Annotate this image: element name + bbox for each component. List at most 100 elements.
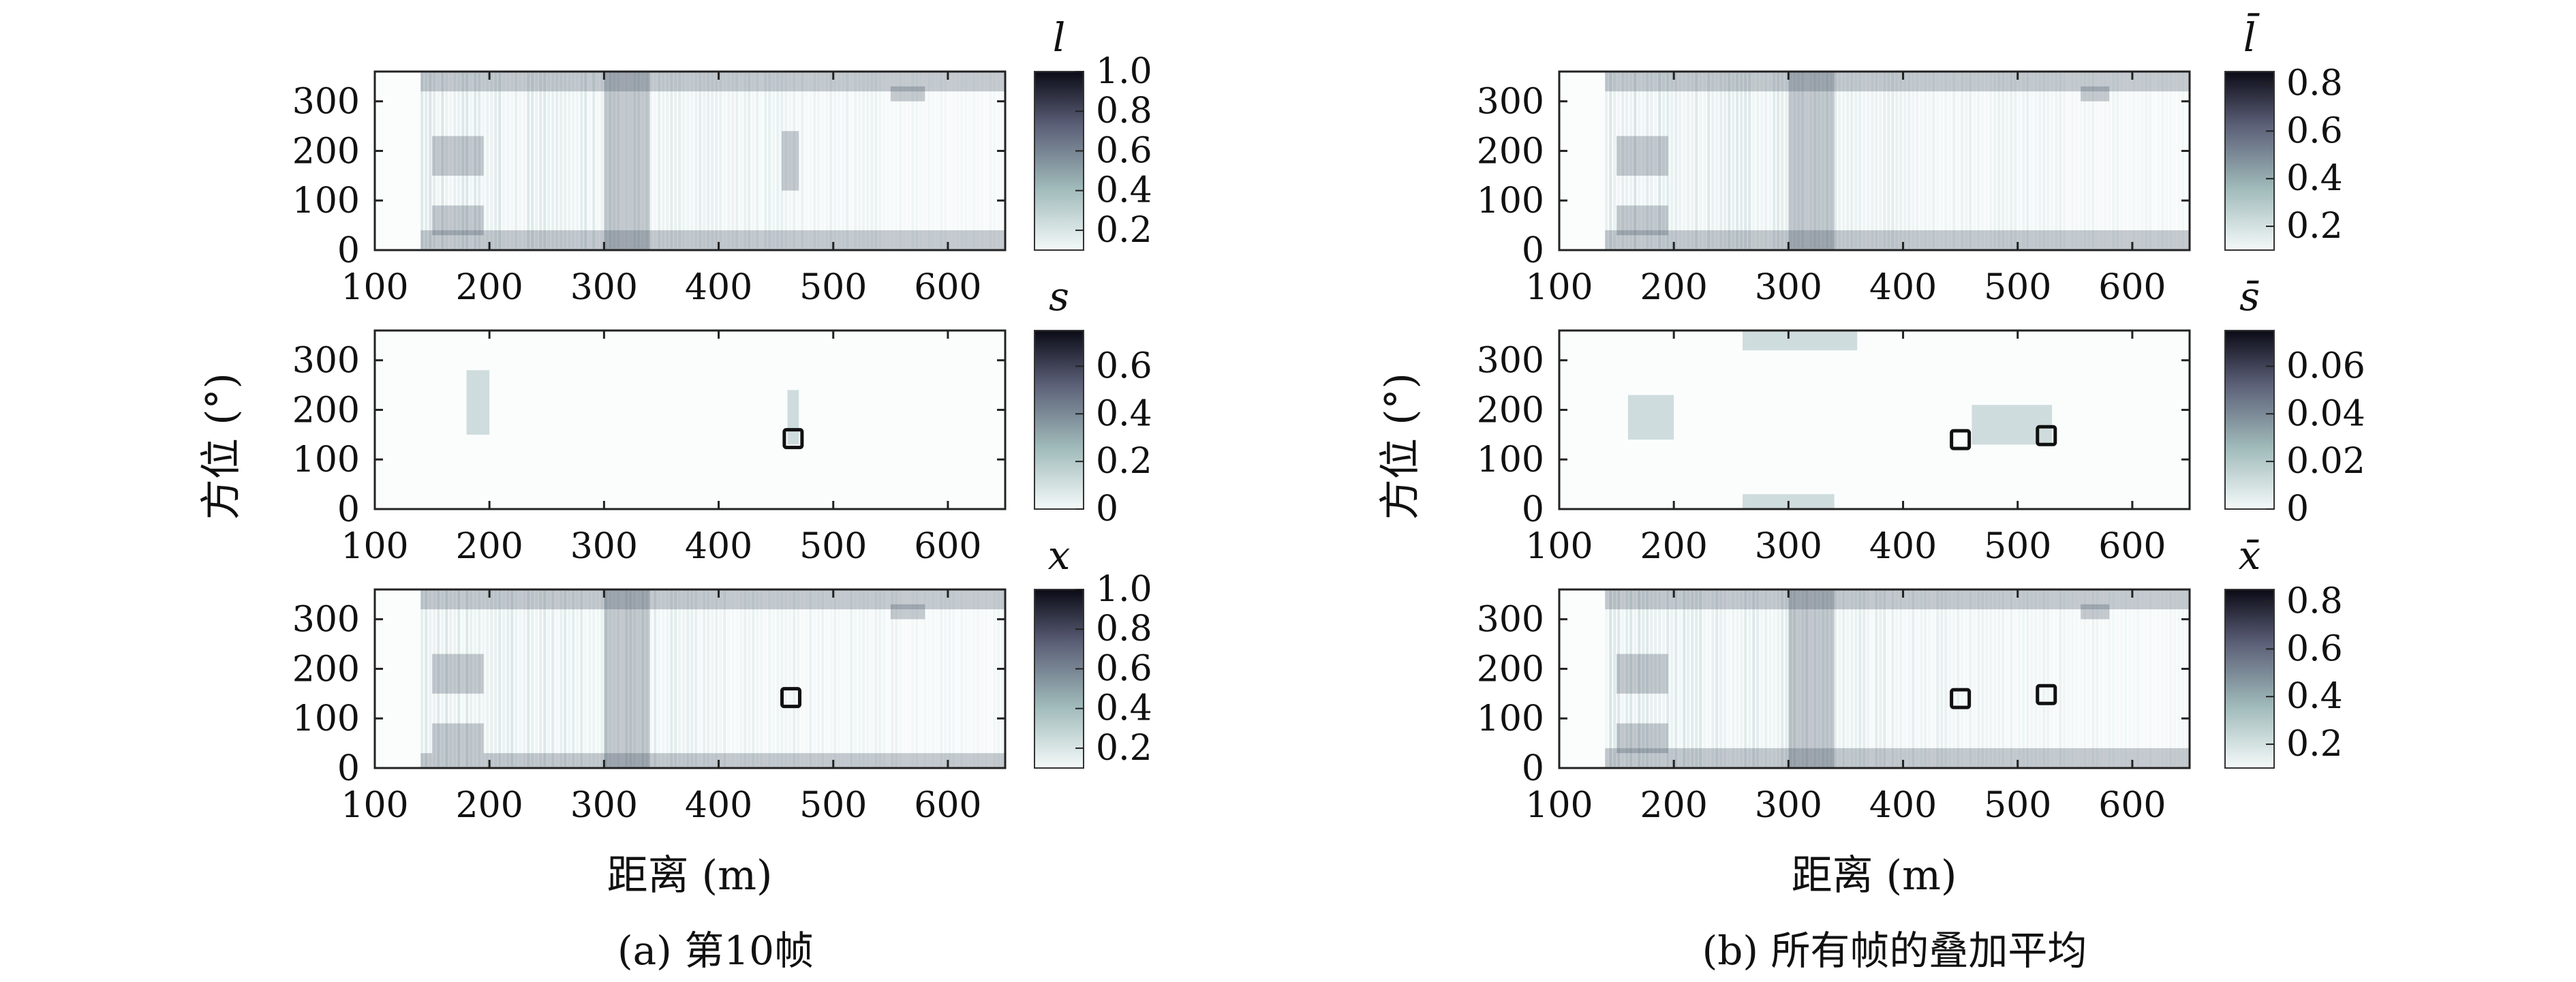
- range-stripe: [1687, 73, 1690, 249]
- range-stripe: [1666, 591, 1670, 767]
- range-stripe: [940, 73, 943, 249]
- range-stripe: [768, 73, 771, 249]
- x-tick-label: 600: [2098, 267, 2166, 308]
- range-stripe: [441, 73, 444, 249]
- range-stripe: [1728, 591, 1731, 767]
- range-stripe: [2051, 591, 2053, 767]
- range-stripe: [592, 73, 596, 249]
- range-stripe: [752, 73, 755, 249]
- range-stripe: [531, 73, 534, 249]
- range-stripe: [494, 73, 497, 249]
- intensity-band: [420, 753, 1005, 768]
- y-tick-label: 0: [1522, 230, 1544, 271]
- range-stripe: [674, 73, 677, 249]
- range-stripe: [1842, 73, 1845, 249]
- intensity-band: [420, 230, 1005, 250]
- range-stripe: [572, 591, 575, 767]
- range-stripe: [723, 73, 726, 249]
- x-tick-label: 600: [914, 267, 981, 308]
- range-stripe: [596, 591, 600, 767]
- range-stripe: [850, 73, 853, 249]
- range-stripe: [690, 591, 694, 767]
- intensity-band: [2081, 604, 2110, 619]
- intensity-band: [432, 654, 484, 694]
- range-stripe: [956, 73, 959, 249]
- range-stripe: [1952, 591, 1956, 767]
- intensity-band: [1788, 589, 1835, 768]
- x-tick-label: 500: [799, 267, 867, 308]
- range-stripe: [1756, 73, 1760, 249]
- range-stripe: [1683, 591, 1686, 767]
- range-stripe: [1728, 73, 1731, 249]
- range-stripe: [425, 591, 428, 767]
- range-stripe: [1899, 73, 1903, 249]
- colorbar: [2224, 71, 2275, 251]
- range-stripe: [846, 73, 849, 249]
- range-stripe: [1609, 591, 1612, 767]
- range-stripe: [1760, 73, 1764, 249]
- range-stripe: [1756, 591, 1760, 767]
- range-stripe: [1654, 73, 1657, 249]
- range-stripe: [1875, 591, 1878, 767]
- range-stripe: [2046, 591, 2050, 767]
- range-stripe: [989, 591, 992, 767]
- range-stripe: [1981, 591, 1984, 767]
- range-stripe: [817, 591, 821, 767]
- range-stripe: [547, 73, 551, 249]
- range-stripe: [1781, 73, 1784, 249]
- range-stripe: [972, 73, 976, 249]
- range-stripe: [2010, 73, 2013, 249]
- range-stripe: [1924, 73, 1927, 249]
- range-stripe: [2096, 591, 2099, 767]
- colorbar-tick-label: 0: [2286, 489, 2309, 530]
- range-stripe: [870, 73, 874, 249]
- range-stripe: [1916, 591, 1919, 767]
- range-stripe: [519, 591, 522, 767]
- range-stripe: [911, 591, 915, 767]
- range-stripe: [1936, 591, 1939, 767]
- range-stripe: [2116, 73, 2119, 249]
- range-stripe: [1830, 591, 1833, 767]
- range-stripe: [1805, 591, 1809, 767]
- range-stripe: [793, 591, 796, 767]
- range-stripe: [833, 591, 837, 767]
- intensity-band: [604, 72, 650, 250]
- range-stripe: [543, 73, 547, 249]
- range-stripe: [2030, 73, 2034, 249]
- range-stripe: [948, 73, 951, 249]
- range-stripe: [2141, 73, 2144, 249]
- colorbar-tick-label: 0: [1096, 489, 1118, 530]
- range-stripe: [1912, 591, 1915, 767]
- range-stripe: [1773, 73, 1776, 249]
- range-stripe: [1650, 591, 1653, 767]
- range-stripe: [1748, 73, 1751, 249]
- range-stripe: [425, 73, 428, 249]
- range-stripe: [1797, 591, 1800, 767]
- range-stripe: [977, 591, 980, 767]
- range-stripe: [1883, 73, 1886, 249]
- range-stripe: [764, 591, 767, 767]
- range-stripe: [825, 73, 829, 249]
- range-stripe: [780, 591, 784, 767]
- colorbar-tick-label: 0.2: [1096, 210, 1152, 251]
- range-stripe: [776, 73, 780, 249]
- range-stripe: [1797, 73, 1800, 249]
- range-stripe: [1646, 73, 1649, 249]
- y-tick-label: 200: [292, 649, 360, 690]
- range-stripe: [457, 591, 461, 767]
- range-stripe: [2120, 73, 2123, 249]
- range-stripe: [1629, 591, 1633, 767]
- range-stripe: [568, 591, 571, 767]
- range-stripe: [490, 591, 493, 767]
- y-tick-label: 300: [292, 82, 360, 123]
- range-stripe: [510, 73, 514, 249]
- range-stripe: [1789, 73, 1792, 249]
- x-axis-label-left: 距离 (m): [607, 852, 773, 900]
- range-stripe: [470, 73, 473, 249]
- range-stripe: [2018, 73, 2021, 249]
- colorbar: [2224, 589, 2275, 769]
- range-stripe: [515, 73, 518, 249]
- range-stripe: [715, 591, 718, 767]
- range-stripe: [699, 591, 702, 767]
- range-stripe: [576, 73, 579, 249]
